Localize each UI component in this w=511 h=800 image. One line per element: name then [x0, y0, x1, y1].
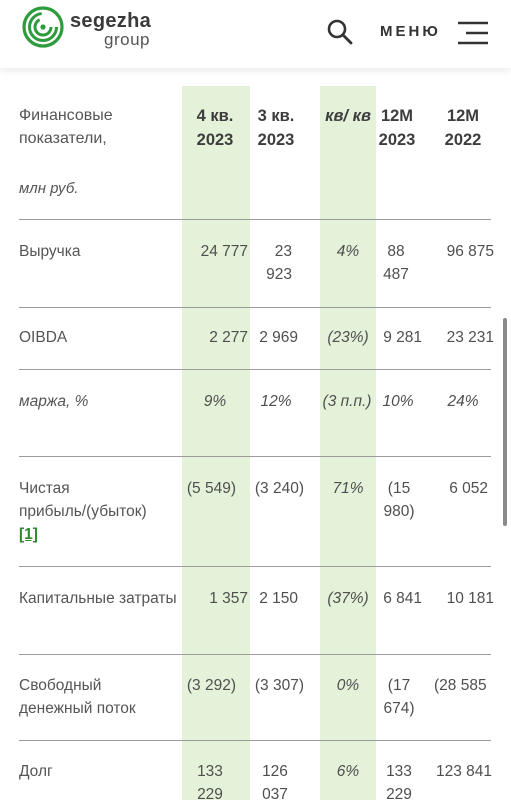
capex-q3-2023: 2 150 [259, 590, 298, 607]
segezha-logo-icon[interactable] [22, 6, 64, 48]
margin-12m-2023: 10% [382, 393, 414, 410]
revenue-12m-2023: 88 487 [383, 243, 409, 283]
financial-table: Финансовые показатели, млн руб. 4 кв. 20… [0, 68, 511, 800]
highlight-column-q4 [182, 86, 250, 800]
row-label-net-profit: Чистая прибыль/(убыток) [1] [19, 477, 179, 546]
menu-button-label[interactable]: МЕНЮ [380, 23, 441, 40]
row-divider [19, 369, 491, 370]
hamburger-menu-icon[interactable] [456, 20, 490, 46]
oibda-12m-2022: 23 231 [446, 329, 494, 346]
row-divider [19, 219, 491, 220]
fcf-q3-2023: (3 307) [254, 677, 304, 694]
debt-q3-2023: 126 037 [262, 763, 288, 800]
debt-q4-2023: 133 229 [197, 763, 223, 800]
row-label-revenue: Выручка [19, 243, 81, 260]
column-header-q3-2023: 3 кв. 2023 [257, 107, 295, 149]
debt-qoq: 6% [336, 763, 360, 780]
brand-subtitle[interactable]: group [104, 30, 150, 49]
revenue-qoq: 4% [336, 243, 360, 260]
vertical-scrollbar[interactable] [503, 318, 507, 526]
net-profit-q4-2023: (5 549) [186, 480, 236, 497]
fcf-qoq: 0% [336, 677, 360, 694]
net-profit-qoq: 71% [332, 480, 364, 497]
column-header-q4-2023: 4 кв. 2023 [196, 107, 234, 149]
capex-qoq: (37%) [327, 590, 369, 607]
margin-q4-2023: 9% [203, 393, 227, 410]
highlight-column-qoq [320, 86, 376, 800]
row-label-oibda: OIBDA [19, 329, 68, 346]
row-divider [19, 740, 491, 741]
oibda-qoq: (23%) [327, 329, 369, 346]
row-label-fcf: Свободный денежный поток [19, 677, 136, 717]
capex-q4-2023: 1 357 [209, 590, 248, 607]
revenue-q4-2023: 24 777 [200, 243, 248, 260]
margin-q3-2023: 12% [260, 393, 292, 410]
net-profit-label-text: Чистая прибыль/(убыток) [19, 480, 147, 520]
net-profit-12m-2022: 6 052 [449, 480, 488, 497]
oibda-12m-2023: 9 281 [383, 329, 422, 346]
fcf-q4-2023: (3 292) [186, 677, 236, 694]
oibda-q3-2023: 2 969 [259, 329, 298, 346]
net-profit-12m-2023: (15 980) [383, 480, 415, 520]
margin-12m-2022: 24% [447, 393, 479, 410]
row-label-capex: Капитальные затраты [19, 590, 177, 607]
row-divider [19, 456, 491, 457]
revenue-q3-2023: 23 923 [266, 243, 292, 283]
row-divider [19, 654, 491, 655]
footnote-link[interactable]: [1] [19, 526, 38, 543]
capex-12m-2023: 6 841 [383, 590, 422, 607]
capex-12m-2022: 10 181 [446, 590, 494, 607]
debt-12m-2022: 123 841 [436, 763, 493, 780]
oibda-q4-2023: 2 277 [209, 329, 248, 346]
column-header-12m-2022: 12M 2022 [444, 107, 482, 149]
column-header-label: Финансовые показатели, [19, 107, 113, 147]
fcf-12m-2022: (28 585 [434, 677, 487, 694]
net-profit-q3-2023: (3 240) [254, 480, 304, 497]
column-header-qoq: кв/ кв [325, 107, 371, 125]
margin-qoq: (3 п.п.) [322, 393, 372, 410]
fcf-12m-2023: (17 674) [383, 677, 415, 717]
row-label-margin: маржа, % [19, 393, 89, 410]
search-icon[interactable] [326, 18, 354, 46]
brand-name[interactable]: segezha [70, 10, 152, 32]
site-header: segezha group МЕНЮ [0, 0, 511, 68]
revenue-12m-2022: 96 875 [446, 243, 494, 260]
row-divider [19, 307, 491, 308]
column-header-units: млн руб. [19, 180, 79, 197]
row-label-debt: Долг [19, 763, 53, 780]
column-header-12m-2023: 12M 2023 [378, 107, 416, 149]
debt-12m-2023: 133 229 [386, 763, 412, 800]
row-divider [19, 566, 491, 567]
